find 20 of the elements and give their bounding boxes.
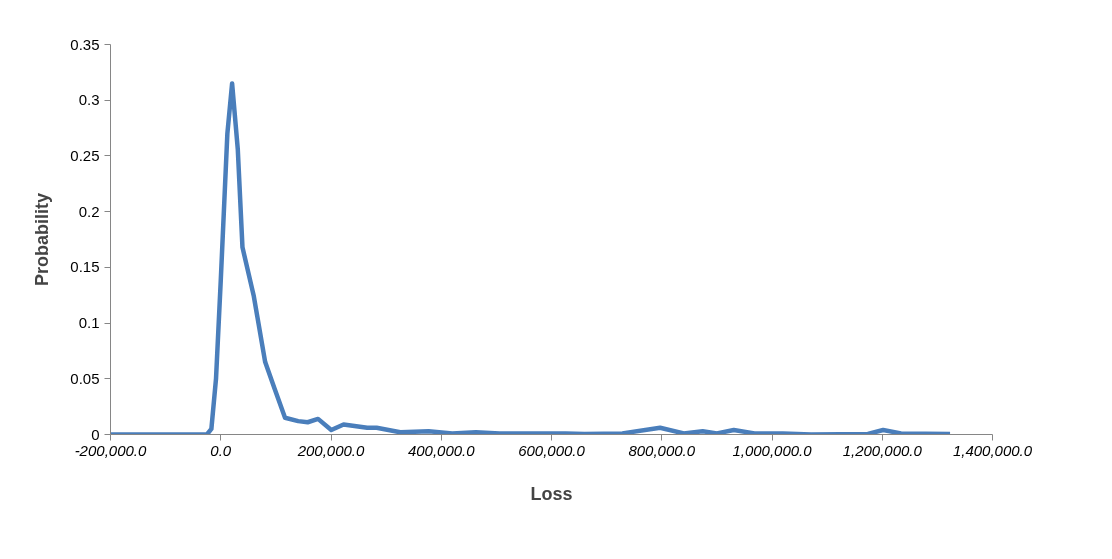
y-tick-label: 0.1: [78, 314, 100, 332]
x-tick-label: 400,000.0: [407, 441, 476, 459]
y-tick-label: 0.25: [70, 146, 100, 164]
x-tick-label: 800,000.0: [628, 441, 696, 459]
x-tick-label: 0.0: [210, 441, 232, 459]
y-tick-label: 0: [91, 425, 100, 443]
y-tick-label: 0.35: [70, 35, 100, 53]
x-tick-label: 1,200,000.0: [842, 441, 923, 459]
x-tick-label: 600,000.0: [518, 441, 586, 459]
x-tick-label: 1,000,000.0: [732, 441, 813, 459]
y-tick-label: 0.3: [78, 91, 100, 109]
y-axis-title: Probability: [32, 192, 53, 287]
y-tick-label: 0.05: [70, 369, 100, 387]
x-tick-label: 200,000.0: [296, 441, 366, 459]
y-tick-label: 0.15: [70, 258, 100, 276]
y-tick-label: 0.2: [78, 202, 100, 220]
x-axis-title: Loss: [530, 483, 573, 504]
line-series: [110, 81, 953, 435]
x-tick-label: -200,000.0: [74, 441, 148, 459]
x-tick-label: 1,400,000.0: [952, 441, 1033, 459]
